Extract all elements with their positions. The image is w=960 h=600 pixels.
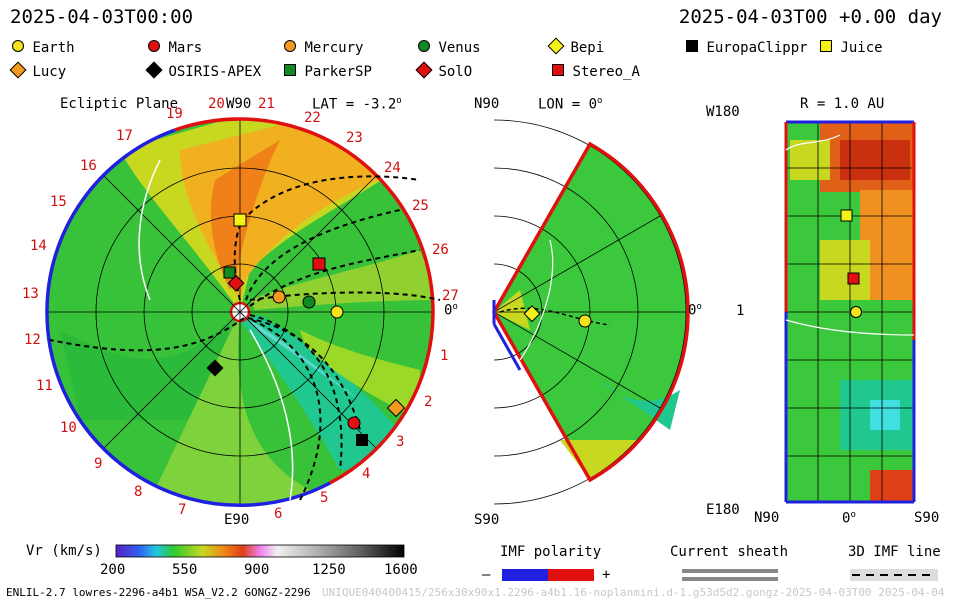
imf-polarity-label: IMF polarity [500, 544, 602, 560]
imf-minus-label: – [482, 567, 491, 583]
imf-plus-label: + [602, 567, 611, 583]
rotation-12: 12 [24, 332, 41, 348]
rotation-21: 21 [258, 96, 275, 112]
legend-mars: Mars [148, 40, 202, 56]
current-sheath-swatch-2 [682, 577, 778, 581]
legend-europaclippr: EuropaClippr [686, 40, 808, 56]
spacecraft-legend: Earth Mars Mercury Venus Bepi EuropaClip… [0, 37, 960, 84]
bepi-meridional-marker [523, 305, 541, 323]
ecliptic-boundary-positive [239, 117, 435, 485]
map-top-left: W180 [706, 104, 740, 120]
meridional-right-label: 0o [688, 302, 702, 319]
meridional-plot [490, 119, 690, 505]
rotation-11: 11 [36, 378, 53, 394]
rotation-25: 25 [412, 198, 429, 214]
meridional-top-left: N90 [474, 96, 500, 112]
meridional-lon: LON = 0o [538, 96, 603, 113]
footer-model-info: ENLIL-2.7 lowres-2296-a4b1 WSA_V2.2 GONG… [6, 586, 311, 599]
rotation-17: 17 [116, 128, 133, 144]
mercury-marker [272, 290, 286, 304]
colorbar-tick-900: 900 [244, 562, 270, 578]
legend-osiris-apex: OSIRIS-APEX [145, 61, 261, 80]
legend-solo: SolO [415, 61, 472, 80]
legend-mercury: Mercury [284, 40, 363, 56]
juice-marker [233, 213, 247, 227]
europaclippr-marker [356, 434, 368, 446]
rotation-23: 23 [346, 130, 363, 146]
juice-map-marker [840, 209, 853, 222]
current-sheath-label: Current sheath [670, 544, 789, 560]
rotation-5: 5 [320, 490, 329, 506]
map-bottom-zero: 0o [842, 510, 856, 527]
current-sheath-swatch-1 [682, 569, 778, 573]
map-mid-left: 1 [736, 303, 745, 319]
stereo-a-marker [312, 257, 326, 271]
ecliptic-bottom-label: E90 [224, 512, 250, 528]
map-bottom-n90: N90 [754, 510, 780, 526]
header-right-date: 2025-04-03T00 +0.00 day [678, 6, 942, 28]
rotation-4: 4 [362, 466, 371, 482]
rotation-22: 22 [304, 110, 321, 126]
vr-colorbar [115, 544, 405, 558]
osiris-apex-marker [206, 359, 224, 377]
legend-venus: Venus [418, 40, 481, 56]
rotation-20: 20 [208, 96, 225, 112]
solo-marker [227, 274, 245, 292]
ecliptic-lat: LAT = -3.2o [312, 96, 402, 113]
rotation-3: 3 [396, 434, 405, 450]
rotation-24: 24 [384, 160, 401, 176]
earth-map-marker [850, 306, 862, 318]
parkersp-marker [223, 266, 236, 279]
lucy-marker [386, 398, 406, 418]
r-1au-map [784, 120, 916, 504]
ecliptic-title: Ecliptic Plane [60, 96, 179, 112]
rotation-9: 9 [94, 456, 103, 472]
rotation-10: 10 [60, 420, 77, 436]
ecliptic-boundary-negative [45, 128, 331, 507]
map-title: R = 1.0 AU [800, 96, 885, 112]
rotation-13: 13 [22, 286, 39, 302]
rotation-8: 8 [134, 484, 143, 500]
stereo-a-map-marker [847, 272, 860, 285]
colorbar-tick-1600: 1600 [384, 562, 418, 578]
imf3d-label: 3D IMF line [848, 544, 941, 560]
ecliptic-right-label: 0o [444, 302, 458, 319]
rotation-2: 2 [424, 394, 433, 410]
colorbar-tick-200: 200 [100, 562, 126, 578]
colorbar-label: Vr (km/s) [26, 543, 102, 559]
legend-juice: Juice [820, 40, 883, 56]
mars-marker [347, 416, 361, 430]
map-bottom-left: E180 [706, 502, 740, 518]
map-bottom-s90: S90 [914, 510, 940, 526]
meridional-bottom-left: S90 [474, 512, 500, 528]
rotation-16: 16 [80, 158, 97, 174]
rotation-7: 7 [178, 502, 187, 518]
rotation-27: 27 [442, 288, 459, 304]
colorbar-tick-550: 550 [172, 562, 198, 578]
rotation-14: 14 [30, 238, 47, 254]
earth-meridional-marker [578, 314, 592, 328]
legend-earth: Earth [12, 40, 75, 56]
venus-marker [302, 295, 316, 309]
rotation-15: 15 [50, 194, 67, 210]
legend-stereo-a: Stereo_A [552, 64, 640, 80]
legend-bepi: Bepi [547, 37, 604, 56]
rotation-1: 1 [440, 348, 449, 364]
rotation-19: 19 [166, 106, 183, 122]
header-left-date: 2025-04-03T00:00 [10, 6, 194, 28]
earth-marker [330, 305, 344, 319]
legend-lucy: Lucy [9, 61, 66, 80]
rotation-6: 6 [274, 506, 283, 522]
rotation-26: 26 [432, 242, 449, 258]
ecliptic-top-label: W90 [226, 96, 252, 112]
imf-negative-swatch [502, 569, 548, 581]
legend-parkersp: ParkerSP [284, 64, 372, 80]
colorbar-tick-1250: 1250 [312, 562, 346, 578]
footer-run-id: UNIQUE040400415/256x30x90x1.2296-a4b1.16… [322, 586, 945, 599]
imf-positive-swatch [548, 569, 594, 581]
